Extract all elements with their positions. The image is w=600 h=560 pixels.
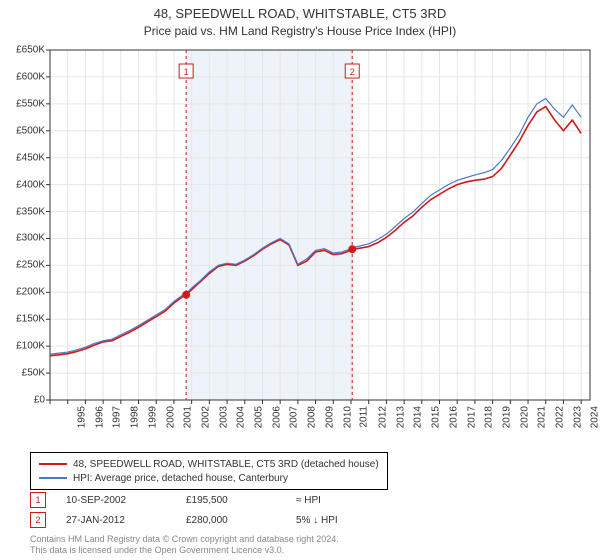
transaction-marker: 2 (30, 512, 46, 528)
svg-text:1: 1 (184, 67, 189, 77)
transaction-date: 27-JAN-2012 (66, 515, 186, 526)
svg-text:2: 2 (350, 67, 355, 77)
legend-swatch (39, 463, 67, 465)
transaction-note: 5% ↓ HPI (296, 515, 406, 526)
footer-attribution: Contains HM Land Registry data © Crown c… (30, 534, 339, 556)
footer-line-2: This data is licensed under the Open Gov… (30, 545, 339, 556)
transaction-row: 2 27-JAN-2012£280,0005% ↓ HPI (30, 510, 406, 530)
legend: 48, SPEEDWELL ROAD, WHITSTABLE, CT5 3RD … (30, 452, 388, 490)
transaction-price: £195,500 (186, 495, 296, 506)
transaction-marker: 1 (30, 492, 46, 508)
transaction-note: ≈ HPI (296, 495, 406, 506)
transactions-table: 1 10-SEP-2002£195,500≈ HPI 2 27-JAN-2012£28… (30, 490, 406, 530)
legend-label: HPI: Average price, detached house, Cant… (73, 473, 288, 484)
legend-item: HPI: Average price, detached house, Cant… (39, 471, 379, 485)
legend-label: 48, SPEEDWELL ROAD, WHITSTABLE, CT5 3RD … (73, 459, 379, 470)
legend-item: 48, SPEEDWELL ROAD, WHITSTABLE, CT5 3RD … (39, 457, 379, 471)
transaction-row: 1 10-SEP-2002£195,500≈ HPI (30, 490, 406, 510)
transaction-date: 10-SEP-2002 (66, 495, 186, 506)
chart-container: 48, SPEEDWELL ROAD, WHITSTABLE, CT5 3RD … (0, 0, 600, 560)
footer-line-1: Contains HM Land Registry data © Crown c… (30, 534, 339, 545)
chart-area: £0£50K£100K£150K£200K£250K£300K£350K£400… (0, 44, 600, 450)
transaction-dot (348, 245, 356, 253)
plot-svg: 12 (0, 44, 600, 450)
transaction-price: £280,000 (186, 515, 296, 526)
transaction-dot (182, 291, 190, 299)
chart-subtitle: Price paid vs. HM Land Registry's House … (0, 24, 600, 38)
chart-title: 48, SPEEDWELL ROAD, WHITSTABLE, CT5 3RD (0, 6, 600, 21)
legend-swatch (39, 477, 67, 479)
